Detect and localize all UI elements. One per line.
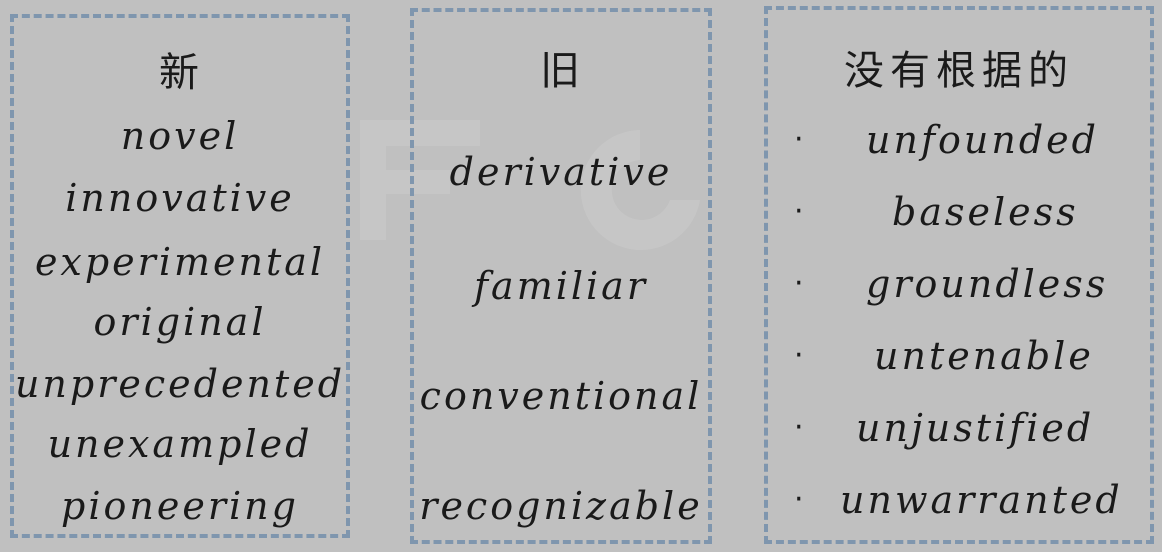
word-item: unexampled xyxy=(47,422,313,466)
word-item: experimental xyxy=(34,240,326,284)
word-item: groundless xyxy=(866,262,1109,306)
panel-heading: 新 xyxy=(159,50,201,96)
panel-old: 旧 derivative familiar conventional recog… xyxy=(410,8,712,544)
word-item: familiar xyxy=(473,264,649,308)
bullet-marker: · xyxy=(794,122,804,157)
panel-baseless: 没有根据的 · unfounded · baseless · groundles… xyxy=(764,6,1154,544)
panel-heading: 没有根据的 xyxy=(844,48,1074,94)
word-item: novel xyxy=(120,114,240,158)
word-item: derivative xyxy=(449,150,673,194)
bullet-marker: · xyxy=(794,266,804,301)
word-item: unwarranted xyxy=(840,478,1123,522)
word-item: original xyxy=(93,300,267,344)
bullet-marker: · xyxy=(794,194,804,229)
panel-new: 新 novel innovative experimental original… xyxy=(10,14,350,538)
panel-heading: 旧 xyxy=(540,48,582,94)
word-item: unfounded xyxy=(866,118,1099,162)
word-item: innovative xyxy=(65,176,295,220)
word-item: untenable xyxy=(874,334,1094,378)
bullet-marker: · xyxy=(794,482,804,517)
word-item: unprecedented xyxy=(14,362,346,406)
word-item: conventional xyxy=(419,374,703,418)
word-item: baseless xyxy=(892,190,1079,234)
word-item: recognizable xyxy=(419,484,703,528)
word-item: pioneering xyxy=(61,484,299,528)
bullet-marker: · xyxy=(794,338,804,373)
bullet-marker: · xyxy=(794,410,804,445)
word-item: unjustified xyxy=(856,406,1095,450)
